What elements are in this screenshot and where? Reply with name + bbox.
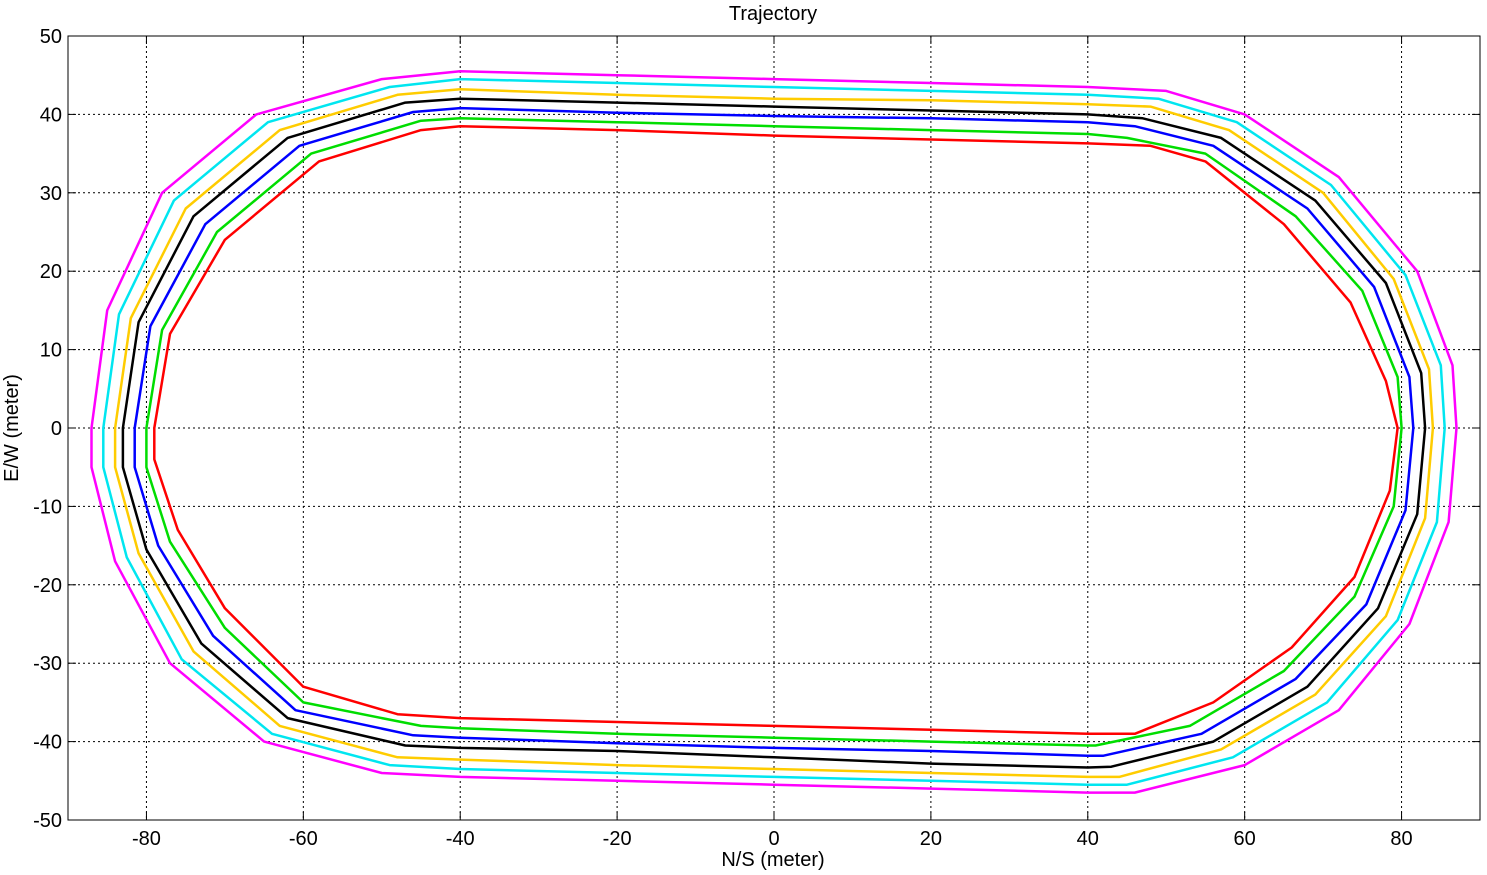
y-tick-label: -50 [33, 810, 62, 832]
series-line-5 [133, 106, 1415, 757]
y-axis-label: E/W (meter) [1, 374, 23, 482]
y-tick-label: -10 [33, 496, 62, 518]
y-tick-label: 50 [40, 26, 62, 48]
x-tick-label: 80 [1390, 828, 1412, 850]
y-tick-label: 20 [40, 261, 62, 283]
y-tick-label: -30 [33, 653, 62, 675]
series-line-4 [121, 97, 1427, 769]
x-axis-label: N/S (meter) [721, 849, 824, 871]
x-tick-label: -20 [603, 828, 632, 850]
y-tick-label: 30 [40, 183, 62, 205]
x-tick-label: 0 [768, 828, 779, 850]
series-line-6 [145, 117, 1403, 747]
series-line-7 [153, 124, 1399, 736]
series-line-2 [102, 77, 1446, 786]
tick-marks [68, 35, 1480, 821]
y-tick-label: 0 [51, 418, 62, 440]
y-tick-label: 10 [40, 340, 62, 362]
series-line-3 [113, 88, 1435, 779]
x-tick-label: 40 [1077, 828, 1099, 850]
tick-labels: -80 -60 -40 -20 0 20 40 60 80 -50 -40 -30 -20 -10 0 10 2… [33, 26, 1413, 850]
x-tick-label: 60 [1234, 828, 1256, 850]
x-tick-label: 20 [920, 828, 942, 850]
series-line-1 [90, 70, 1458, 794]
x-tick-label: -40 [446, 828, 475, 850]
chart-title: Trajectory [729, 3, 817, 25]
x-tick-label: -60 [289, 828, 318, 850]
series-group [90, 70, 1458, 794]
y-tick-label: -40 [33, 732, 62, 754]
grid-lines [68, 35, 1480, 821]
y-tick-label: 40 [40, 104, 62, 126]
y-tick-label: -20 [33, 575, 62, 597]
x-tick-label: -80 [132, 828, 161, 850]
